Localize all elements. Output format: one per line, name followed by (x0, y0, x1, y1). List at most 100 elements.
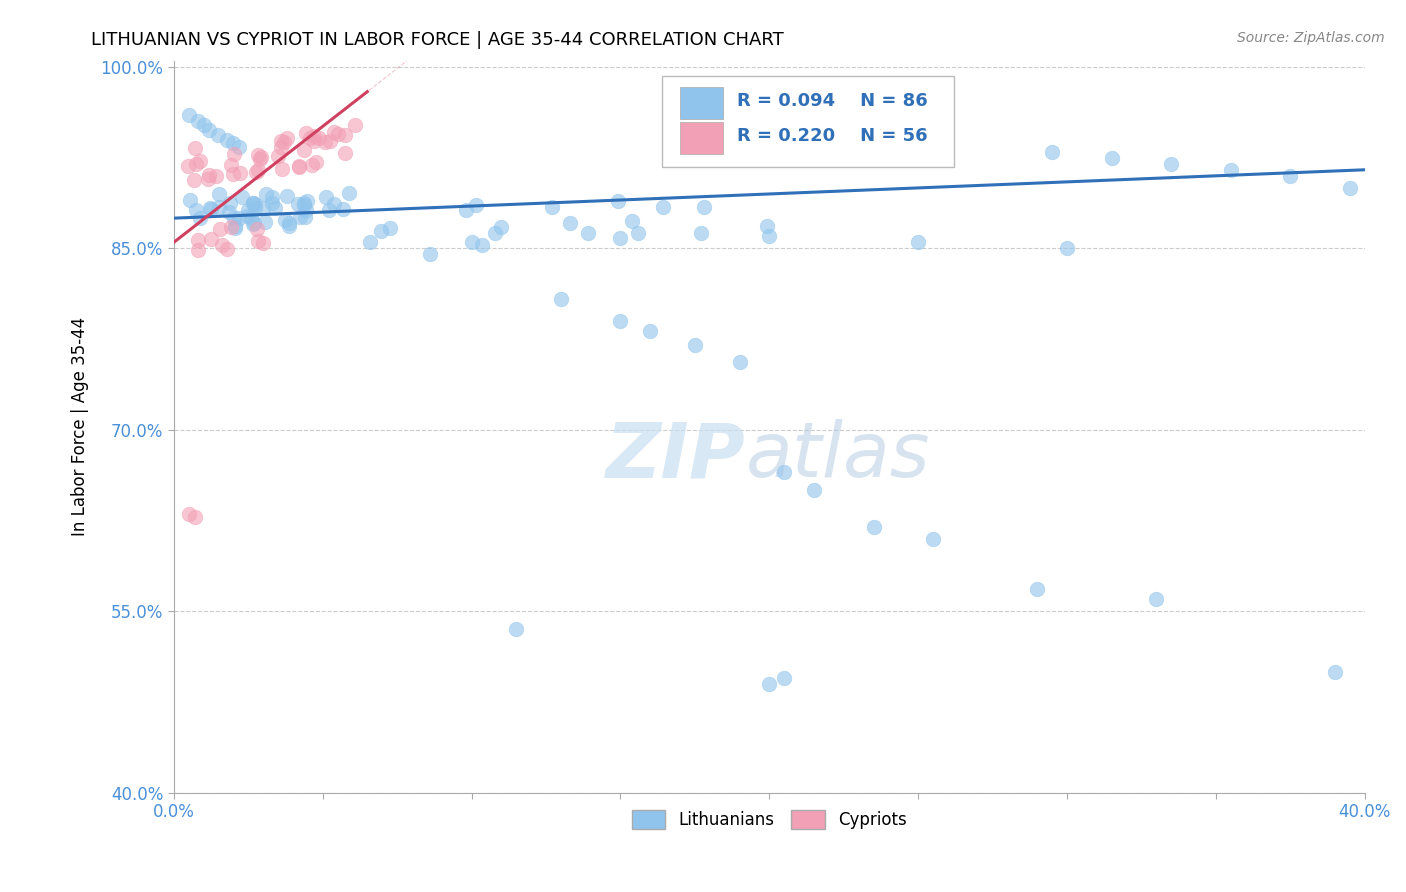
Text: atlas: atlas (745, 419, 929, 493)
Point (183, 509, 205, 524)
Point (295, 126, 318, 140)
Point (758, 677, 780, 691)
Point (922, 532, 945, 546)
Point (215, 242, 238, 256)
Point (246, 234, 269, 248)
Point (773, 465, 796, 479)
Point (186, 157, 208, 171)
Text: R = 0.094    N = 86: R = 0.094 N = 86 (737, 92, 928, 111)
Point (773, 671, 796, 685)
Point (264, 202, 287, 216)
Point (484, 227, 506, 241)
Point (460, 235, 482, 250)
Point (465, 198, 488, 212)
Point (224, 146, 246, 161)
Point (260, 190, 283, 204)
Point (299, 131, 322, 145)
Point (224, 219, 246, 233)
Point (609, 314, 631, 328)
Point (683, 338, 706, 352)
Point (243, 215, 266, 229)
Point (208, 201, 231, 215)
Point (242, 196, 264, 211)
Point (314, 136, 336, 150)
Point (211, 238, 233, 252)
Point (287, 197, 309, 211)
Point (187, 233, 209, 247)
Point (294, 203, 316, 218)
Point (292, 196, 315, 211)
Point (207, 128, 229, 142)
Point (803, 483, 825, 498)
Point (188, 211, 211, 226)
Point (249, 153, 271, 167)
Point (359, 235, 381, 250)
Point (273, 135, 295, 149)
Point (205, 169, 228, 183)
Point (294, 210, 316, 224)
Point (609, 231, 631, 245)
Text: LITHUANIAN VS CYPRIOT IN LABOR FORCE | AGE 35-44 CORRELATION CHART: LITHUANIAN VS CYPRIOT IN LABOR FORCE | A… (91, 31, 785, 49)
Point (238, 203, 260, 218)
Point (693, 200, 716, 214)
Point (1101, 151, 1123, 165)
Point (208, 187, 231, 202)
Point (308, 131, 330, 145)
FancyBboxPatch shape (662, 76, 953, 167)
Point (270, 140, 292, 154)
Point (246, 221, 269, 235)
Point (1040, 145, 1063, 159)
Point (243, 201, 266, 215)
Point (315, 190, 337, 204)
Point (276, 189, 298, 203)
Point (287, 160, 309, 174)
Point (756, 219, 779, 234)
Point (1219, 162, 1241, 177)
Point (179, 193, 201, 207)
Point (626, 226, 648, 240)
Point (260, 195, 283, 210)
Point (224, 220, 246, 235)
Point (862, 519, 884, 533)
Point (318, 135, 340, 149)
Point (187, 114, 209, 128)
Point (620, 214, 643, 228)
Point (250, 150, 273, 164)
Point (274, 212, 297, 227)
Point (242, 196, 264, 211)
Point (907, 235, 929, 250)
Point (550, 292, 572, 306)
Point (198, 123, 221, 137)
Point (254, 187, 277, 202)
Point (219, 196, 242, 211)
Point (222, 167, 245, 181)
Point (378, 220, 401, 235)
Point (332, 202, 354, 217)
Point (198, 168, 221, 182)
Point (344, 119, 367, 133)
Point (456, 202, 478, 217)
Point (222, 211, 245, 225)
Point (1026, 582, 1049, 597)
Point (278, 216, 301, 230)
Point (540, 200, 562, 214)
Point (217, 132, 239, 146)
Point (229, 166, 252, 180)
Point (287, 160, 309, 174)
Point (638, 324, 661, 338)
Point (419, 247, 441, 261)
Point (236, 209, 259, 223)
Point (576, 226, 599, 240)
Point (489, 220, 512, 235)
Point (242, 217, 264, 231)
Point (177, 508, 200, 522)
Point (188, 153, 211, 168)
Point (1144, 592, 1167, 607)
Point (271, 161, 294, 176)
Point (219, 219, 242, 234)
Point (247, 147, 270, 161)
Point (288, 210, 311, 224)
Point (222, 136, 245, 151)
Point (277, 219, 299, 233)
Point (607, 194, 630, 208)
